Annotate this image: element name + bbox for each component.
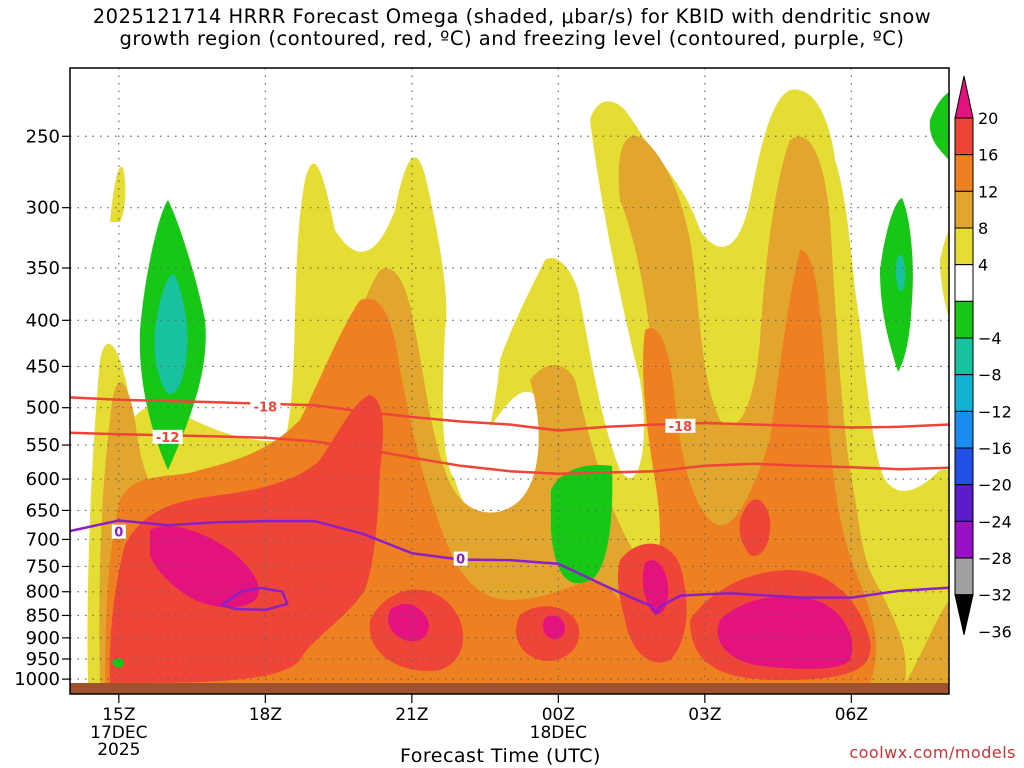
series-label-0-1: -18 [669,420,693,435]
colorbar-swatch-9 [954,410,974,449]
x-axis-title: Forecast Time (UTC) [400,745,601,767]
x-tick-date-15Z: 17DEC [90,723,147,743]
colorbar-swatch-4 [954,227,974,266]
colorbar-swatch-6 [954,300,974,339]
colorbar-label-0: 20 [978,109,998,128]
colorbar-label-1: 16 [978,146,998,165]
colorbar-swatch-14 [954,594,974,635]
colorbar-label-11: −28 [978,549,1012,568]
omega-shade-gt20 [150,526,853,669]
colorbar-label-9: −20 [978,476,1012,495]
x-tick-label-00Z: 00Z [542,705,575,725]
x-tick-label-15Z: 15Z [102,705,135,725]
colorbar-swatch-7 [954,337,974,376]
y-tick-label-350: 350 [26,258,60,279]
colorbar-swatch-11 [954,484,974,522]
y-tick-label-1000: 1000 [14,669,60,690]
y-tick-label-900: 900 [26,628,60,649]
x-tick-label-21Z: 21Z [395,705,428,725]
series-label-bg-2-0 [111,524,126,539]
series-line-2 [70,519,949,615]
series-label-bg-0-0 [250,399,281,414]
chart-title-line1: 2025121714 HRRR Forecast Omega (shaded, … [92,5,932,28]
series-label-0-0: -18 [254,401,278,416]
colorbar-label-4: 4 [978,256,988,275]
y-tick-label-700: 700 [26,529,60,550]
y-tick-label-800: 800 [26,582,60,603]
omega-shading [87,89,949,683]
colorbar-label-3: 8 [978,219,988,238]
series-label-1-0: -12 [156,431,180,446]
grid-lines [70,68,949,683]
colorbar-swatch-5 [954,264,974,302]
series-line-1 [70,431,949,476]
colorbar-swatch-10 [954,447,974,486]
colorbar-swatch-1 [954,117,974,156]
y-tick-label-400: 400 [26,310,60,331]
colorbar: 20 16 12 8 4 −4 −8 −12 −16 −20 −24 −28 −32 −36 [954,75,1012,641]
y-tick-label-300: 300 [26,198,60,219]
colorbar-label-7: −12 [978,402,1012,421]
colorbar-swatch-13 [954,557,974,596]
colorbar-label-12: −32 [978,586,1012,605]
y-tick-label-450: 450 [26,356,60,377]
colorbar-swatch-3 [954,190,974,229]
series-label-bg-0-1 [665,418,696,433]
series-label-bg-2-1 [453,551,468,566]
x-tick-label-03Z: 03Z [688,705,721,725]
x-tick-label-06Z: 06Z [835,705,868,725]
series-label-2-1: 0 [456,553,465,568]
colorbar-swatch-2 [954,154,974,192]
colorbar-label-8: −16 [978,439,1012,458]
series-label-bg-1-0 [152,429,183,444]
y-tick-label-650: 650 [26,500,60,521]
x-tick-label-18Z: 18Z [249,705,282,725]
y-tick-label-750: 750 [26,556,60,577]
y-tick-label-950: 950 [26,649,60,670]
colorbar-label-6: −8 [978,366,1002,385]
colorbar-label-10: −24 [978,512,1012,531]
chart-title: 2025121714 HRRR Forecast Omega (shaded, … [0,6,1024,50]
colorbar-swatch-12 [954,520,974,559]
colorbar-label-13: −36 [978,622,1012,641]
colorbar-label-2: 12 [978,182,998,201]
colorbar-label-5: −4 [978,329,1002,348]
y-tick-label-550: 550 [26,435,60,456]
colorbar-swatch-0 [954,75,974,119]
x-tick-date-00Z: 18DEC [530,723,587,743]
ground-strip [70,683,949,694]
y-tick-label-250: 250 [26,126,60,147]
series-label-2-0: 0 [114,526,123,541]
plot-frame [69,67,950,695]
y-tick-label-600: 600 [26,469,60,490]
x-tick-year-15Z: 2025 [97,740,140,760]
watermark-url: coolwx.com/models [849,743,1016,762]
y-tick-label-500: 500 [26,398,60,419]
omega-shade-neg8-neg12 [154,254,906,394]
series-line-3 [220,586,289,612]
chart-title-line2: growth region (contoured, red, ºC) and f… [119,27,905,50]
colorbar-swatch-8 [954,374,974,412]
y-tick-label-850: 850 [26,605,60,626]
isotherm-lines: -18 -18 -12 0 0 [70,396,949,615]
y-axis: 2503003504004505005506006507007508008509… [14,126,70,690]
